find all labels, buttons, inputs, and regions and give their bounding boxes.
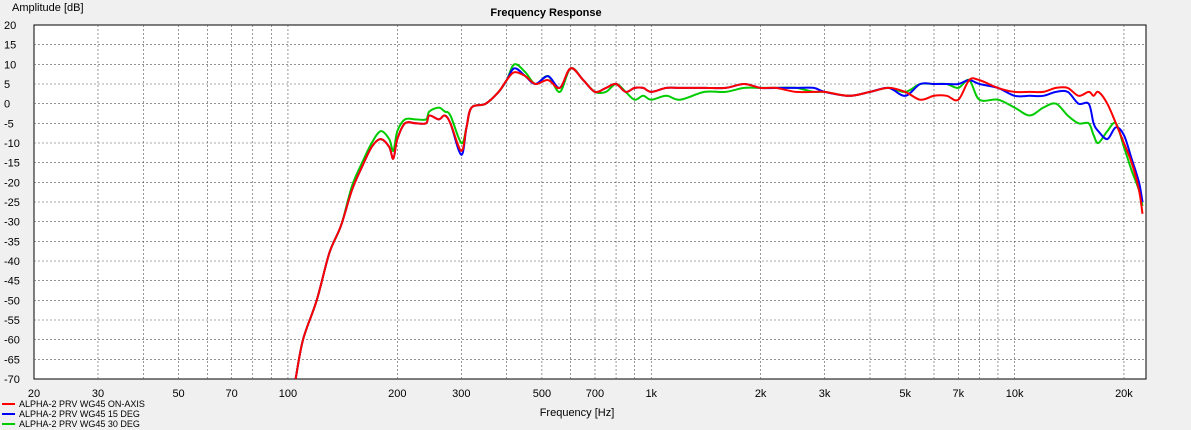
y-tick-label: -70 [4, 374, 20, 386]
y-tick-label: -5 [4, 118, 14, 130]
y-tick-label: 10 [4, 59, 16, 71]
x-tick-label: 200 [388, 388, 406, 400]
x-tick-label: 500 [533, 388, 551, 400]
y-tick-label: -10 [4, 138, 20, 150]
x-tick-label: 2k [755, 388, 767, 400]
x-tick-label: 7k [952, 388, 964, 400]
legend-label: ALPHA-2 PRV WG45 ON-AXIS [19, 399, 145, 409]
y-tick-labels: 20 15 10 5 0 -5 -10 -15 -20 -25 -30 -35 -40 -45 -50 -55… [4, 20, 20, 386]
x-tick-label: 5k [899, 388, 911, 400]
y-tick-label: 15 [4, 40, 16, 52]
y-tick-label: -60 [4, 335, 20, 347]
x-tick-label: 50 [172, 388, 184, 400]
y-axis-label: Amplitude [dB] [12, 2, 84, 14]
x-tick-label: 20k [1115, 388, 1133, 400]
x-tick-label: 3k [819, 388, 831, 400]
x-tick-labels: 20 30 50 70 100 200 300 500 700 1k 2k 3k 5k 7k 10k 20k [28, 388, 1133, 400]
series-line [294, 63, 1144, 379]
x-tick-label: 30 [92, 388, 104, 400]
y-tick-label: -20 [4, 177, 20, 189]
grid-lines [34, 25, 1146, 379]
x-tick-label: 20 [28, 388, 40, 400]
y-tick-label: -25 [4, 197, 20, 209]
series-group [294, 63, 1144, 379]
y-tick-label: 20 [4, 20, 16, 32]
y-tick-label: -50 [4, 295, 20, 307]
chart-title: Frequency Response [490, 7, 601, 19]
x-tick-label: 300 [452, 388, 470, 400]
y-tick-label: -45 [4, 276, 20, 288]
y-tick-label: -40 [4, 256, 20, 268]
series-line [294, 67, 1144, 379]
y-tick-label: 5 [4, 79, 10, 91]
legend-label: ALPHA-2 PRV WG45 15 DEG [19, 409, 140, 419]
x-tick-label: 70 [226, 388, 238, 400]
y-tick-label: -35 [4, 236, 20, 248]
y-tick-label: -55 [4, 315, 20, 327]
y-tick-label: -15 [4, 158, 20, 170]
y-tick-label: -65 [4, 354, 20, 366]
y-tick-label: 0 [4, 99, 10, 111]
x-tick-label: 10k [1006, 388, 1024, 400]
x-tick-label: 100 [279, 388, 297, 400]
x-axis-label: Frequency [Hz] [540, 407, 615, 419]
y-tick-label: -30 [4, 217, 20, 229]
legend-label: ALPHA-2 PRV WG45 30 DEG [19, 419, 140, 429]
x-tick-label: 1k [645, 388, 657, 400]
x-tick-label: 700 [586, 388, 604, 400]
